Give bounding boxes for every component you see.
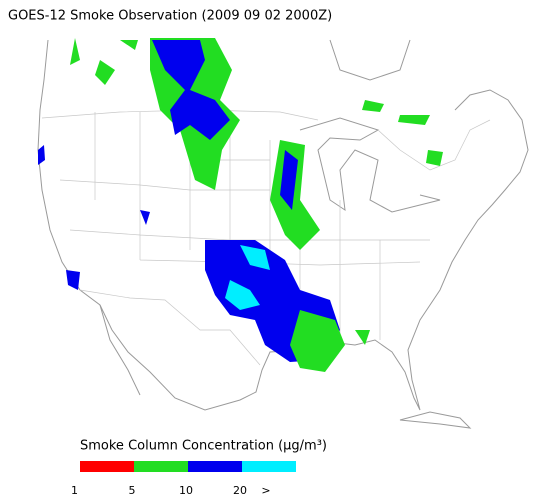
- map-title: GOES-12 Smoke Observation (2009 09 02 20…: [8, 9, 332, 24]
- smoke-areas: [38, 38, 443, 372]
- smoke-area: [38, 145, 150, 290]
- legend-bar: 1 5 10 20 >: [71, 461, 296, 497]
- smoke-area: [280, 150, 298, 210]
- legend-swatch: [242, 461, 296, 472]
- smoke-area: [290, 310, 345, 372]
- great-lakes: [299, 117, 441, 213]
- legend-label: >: [261, 484, 270, 497]
- legend-swatch: [80, 461, 134, 472]
- smoke-area: [362, 100, 443, 166]
- smoke-area: [225, 245, 270, 310]
- mexico-border: [79, 289, 261, 366]
- smoke-area: [270, 140, 320, 250]
- legend-title: Smoke Column Concentration (µg/m³): [80, 439, 327, 454]
- smoke-area: [152, 40, 230, 140]
- legend-label: 5: [129, 484, 136, 497]
- cuba: [399, 411, 472, 429]
- legend-label: 1: [71, 484, 78, 497]
- smoke-area: [70, 38, 370, 345]
- legend-label: 20: [233, 484, 247, 497]
- basemap: [37, 39, 529, 429]
- legend-swatch: [188, 461, 242, 472]
- baja: [99, 304, 141, 396]
- legend-label: 10: [179, 484, 193, 497]
- legend-swatch: [134, 461, 188, 472]
- hudson: [329, 39, 411, 81]
